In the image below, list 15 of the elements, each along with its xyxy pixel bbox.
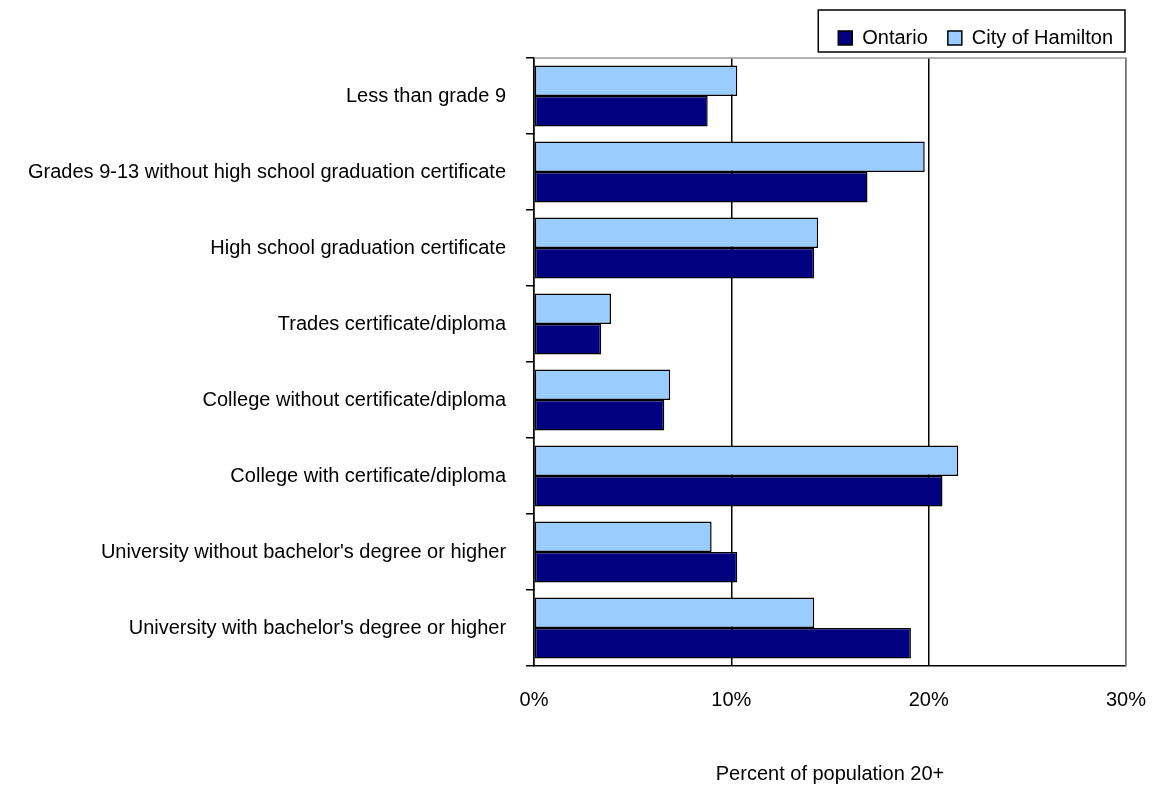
- x-axis-title: Percent of population 20+: [715, 761, 945, 784]
- y-tick-label: Less than grade 9: [345, 83, 507, 106]
- y-tick-label: College with certificate/diploma: [230, 463, 507, 486]
- legend-label: City of Hamilton: [971, 25, 1113, 48]
- x-tick-label: 10%: [711, 687, 752, 710]
- y-tick-label: Trades certificate/diploma: [277, 311, 507, 334]
- y-tick-label: Grades 9-13 without high school graduation certificate: [27, 159, 507, 182]
- y-tick-label: High school graduation certificate: [210, 235, 507, 258]
- legend-label: Ontario: [862, 25, 928, 48]
- y-tick-label: University without bachelor's degree or higher: [100, 539, 507, 562]
- x-tick-label: 0%: [519, 687, 549, 710]
- y-tick-label: University with bachelor's degree or higher: [128, 615, 507, 638]
- x-tick-label: 30%: [1105, 687, 1147, 710]
- x-tick-label: 20%: [908, 687, 949, 710]
- y-tick-label: College without certificate/diploma: [202, 387, 507, 410]
